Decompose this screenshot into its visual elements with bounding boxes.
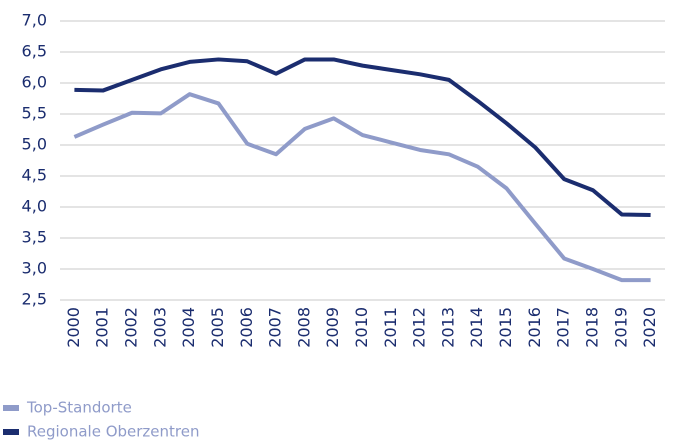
y-tick-label: 3,5 xyxy=(22,228,47,247)
x-tick-label: 2011 xyxy=(381,307,400,348)
x-tick-label: 2012 xyxy=(410,307,429,348)
x-tick-label: 2020 xyxy=(640,307,659,348)
line xyxy=(73,92,651,283)
legend-swatch xyxy=(3,405,19,411)
legend-swatch xyxy=(3,429,19,435)
x-tick-label: 2007 xyxy=(266,307,285,348)
x-tick-label: 2004 xyxy=(179,307,198,348)
legend-label: Top-Standorte xyxy=(26,399,132,417)
x-tick-label: 2006 xyxy=(237,307,256,348)
y-tick-label: 7,0 xyxy=(22,11,47,30)
y-tick-label: 4,0 xyxy=(22,197,47,216)
x-tick-label: 2003 xyxy=(150,307,169,348)
x-tick-label: 2000 xyxy=(64,307,83,348)
x-tick-label: 2013 xyxy=(438,307,457,348)
x-tick-label: 2001 xyxy=(93,307,112,348)
y-tick-label: 2,5 xyxy=(22,290,47,309)
x-tick-label: 2018 xyxy=(582,307,601,348)
y-tick-label: 6,0 xyxy=(22,73,47,92)
x-tick-label: 2009 xyxy=(323,307,342,348)
y-tick-label: 3,0 xyxy=(22,259,47,278)
x-tick-label: 2019 xyxy=(611,307,630,348)
legend-label: Regionale Oberzentren xyxy=(27,423,200,441)
x-tick-label: 2016 xyxy=(525,307,544,348)
x-tick-label: 2015 xyxy=(496,307,515,348)
line xyxy=(74,57,651,218)
x-tick-label: 2014 xyxy=(467,307,486,348)
y-tick-label: 6,5 xyxy=(22,42,47,61)
x-tick-label: 2010 xyxy=(352,307,371,348)
y-tick-label: 4,5 xyxy=(22,166,47,185)
x-tick-label: 2005 xyxy=(208,307,227,348)
x-tick-label: 2002 xyxy=(122,307,141,348)
y-tick-label: 5,0 xyxy=(22,135,47,154)
y-tick-label: 5,5 xyxy=(22,104,47,123)
x-tick-label: 2017 xyxy=(554,307,573,348)
x-tick-label: 2008 xyxy=(294,307,313,348)
